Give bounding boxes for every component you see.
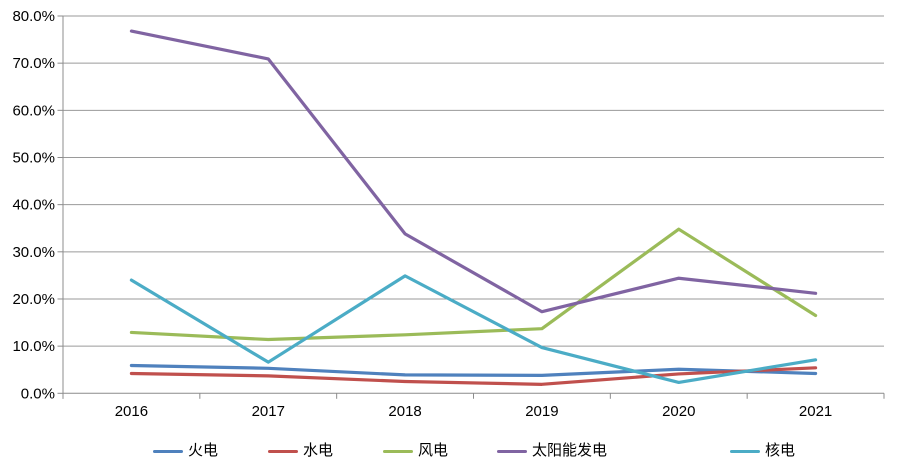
series-line-2 bbox=[129, 227, 818, 342]
x-axis-tick-label: 2021 bbox=[799, 403, 832, 420]
y-axis-tick-label: 60.0% bbox=[12, 102, 55, 119]
x-axis-tick-label: 2019 bbox=[525, 403, 558, 420]
x-axis-tick-label: 2018 bbox=[388, 403, 421, 420]
x-axis-tick-label: 2016 bbox=[115, 403, 148, 420]
x-axis-tick-label: 2017 bbox=[252, 403, 285, 420]
series-line-4 bbox=[129, 274, 818, 385]
y-axis-tick-label: 70.0% bbox=[12, 55, 55, 72]
series-line-0 bbox=[129, 363, 818, 377]
series-line-1 bbox=[129, 366, 818, 386]
y-axis-tick-label: 80.0% bbox=[12, 8, 55, 25]
y-axis-tick-label: 10.0% bbox=[12, 338, 55, 355]
y-axis-tick-label: 30.0% bbox=[12, 244, 55, 261]
series-line-3 bbox=[129, 29, 818, 314]
y-axis-tick-label: 50.0% bbox=[12, 149, 55, 166]
y-axis-tick-label: 20.0% bbox=[12, 291, 55, 308]
x-axis-tick-label: 2020 bbox=[662, 403, 695, 420]
y-axis-tick-label: 0.0% bbox=[21, 385, 55, 402]
y-axis-tick-label: 40.0% bbox=[12, 197, 55, 214]
